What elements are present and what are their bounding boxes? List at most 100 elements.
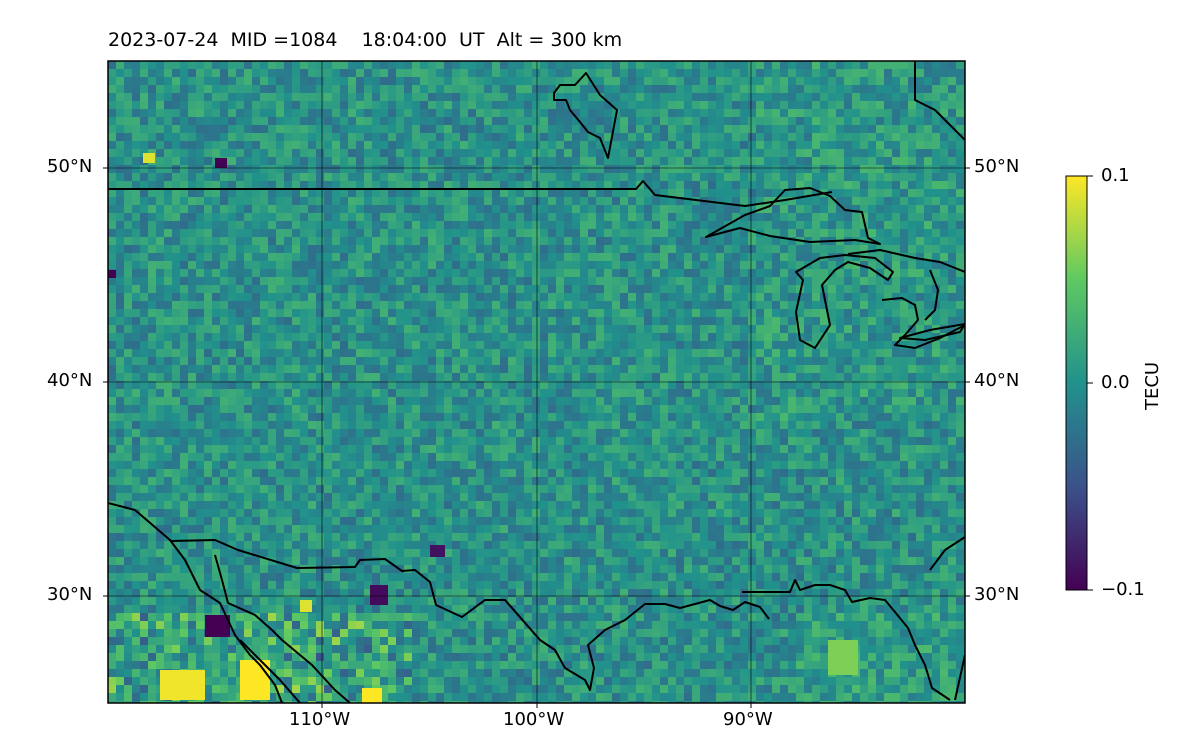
tec-cell	[644, 181, 652, 189]
tec-cell	[188, 133, 196, 141]
tec-cell	[108, 157, 116, 165]
tec-cell	[484, 421, 492, 429]
tec-cell	[228, 85, 236, 93]
tec-cell	[172, 117, 180, 125]
tec-cell	[684, 365, 692, 373]
tec-cell	[628, 381, 636, 389]
tec-cell	[204, 341, 212, 349]
tec-cell	[572, 277, 580, 285]
tec-cell	[900, 229, 908, 237]
tec-cell	[364, 341, 372, 349]
tec-cell	[612, 421, 620, 429]
tec-cell	[604, 173, 612, 181]
tec-cell	[876, 293, 884, 301]
tec-cell	[212, 85, 220, 93]
tec-cell	[140, 133, 148, 141]
tec-cell	[700, 205, 708, 213]
tec-cell	[588, 189, 596, 197]
tec-cell	[204, 381, 212, 389]
tec-cell	[660, 261, 668, 269]
tec-cell	[916, 117, 924, 125]
tec-cell	[540, 133, 548, 141]
tec-cell	[612, 101, 620, 109]
tec-cell	[372, 405, 380, 413]
tec-cell	[588, 205, 596, 213]
tec-cell	[276, 373, 284, 381]
tec-cell	[724, 341, 732, 349]
tec-cell	[508, 397, 516, 405]
tec-cell	[388, 165, 396, 173]
tec-cell	[676, 229, 684, 237]
tec-cell	[124, 429, 132, 437]
tec-cell	[956, 181, 964, 189]
tec-cell	[548, 213, 556, 221]
tec-cell	[188, 101, 196, 109]
tec-cell	[564, 293, 572, 301]
tec-cell	[356, 77, 364, 85]
tec-cell	[204, 213, 212, 221]
tec-cell	[548, 221, 556, 229]
tec-cell	[564, 197, 572, 205]
tec-cell	[228, 117, 236, 125]
tec-cell	[948, 405, 956, 413]
tec-cell	[308, 221, 316, 229]
tec-cell	[676, 61, 684, 69]
tec-cell	[260, 389, 268, 397]
tec-cell	[532, 405, 540, 413]
tec-cell	[308, 277, 316, 285]
tec-cell	[500, 149, 508, 157]
tec-cell	[772, 261, 780, 269]
tec-cell	[180, 309, 188, 317]
tec-cell	[900, 325, 908, 333]
tec-cell	[500, 413, 508, 421]
tec-cell	[388, 125, 396, 133]
tec-cell	[556, 149, 564, 157]
tec-cell	[620, 237, 628, 245]
tec-cell	[156, 357, 164, 365]
tec-cell	[268, 197, 276, 205]
tec-cell	[956, 133, 964, 141]
tec-cell	[740, 77, 748, 85]
tec-cell	[524, 309, 532, 317]
tec-cell	[892, 133, 900, 141]
tec-cell	[268, 165, 276, 173]
tec-cell	[676, 141, 684, 149]
tec-cell	[612, 117, 620, 125]
tec-cell	[708, 117, 716, 125]
tec-cell	[924, 413, 932, 421]
tec-cell	[916, 293, 924, 301]
tec-cell	[428, 237, 436, 245]
tec-cell	[676, 117, 684, 125]
tec-cell	[300, 269, 308, 277]
tec-cell	[948, 365, 956, 373]
tec-cell	[236, 109, 244, 117]
tec-cell	[196, 77, 204, 85]
tec-cell	[460, 69, 468, 77]
tec-cell	[548, 173, 556, 181]
tec-cell	[692, 253, 700, 261]
tec-cell	[588, 317, 596, 325]
tec-cell	[884, 213, 892, 221]
tec-cell	[436, 381, 444, 389]
tec-cell	[228, 325, 236, 333]
tec-cell	[564, 277, 572, 285]
tec-cell	[572, 205, 580, 213]
tec-cell	[612, 245, 620, 253]
tec-cell	[388, 85, 396, 93]
tec-cell	[684, 333, 692, 341]
tec-cell	[884, 109, 892, 117]
tec-cell	[796, 341, 804, 349]
tec-cell	[628, 101, 636, 109]
tec-cell	[548, 229, 556, 237]
tec-cell	[252, 165, 260, 173]
tec-cell	[220, 181, 228, 189]
tec-cell	[908, 101, 916, 109]
tec-cell	[652, 309, 660, 317]
tec-cell	[956, 413, 964, 421]
tec-cell	[196, 365, 204, 373]
tec-cell	[324, 301, 332, 309]
tec-cell	[404, 173, 412, 181]
tec-cell	[604, 397, 612, 405]
tec-cell	[108, 389, 116, 397]
tec-cell	[292, 205, 300, 213]
